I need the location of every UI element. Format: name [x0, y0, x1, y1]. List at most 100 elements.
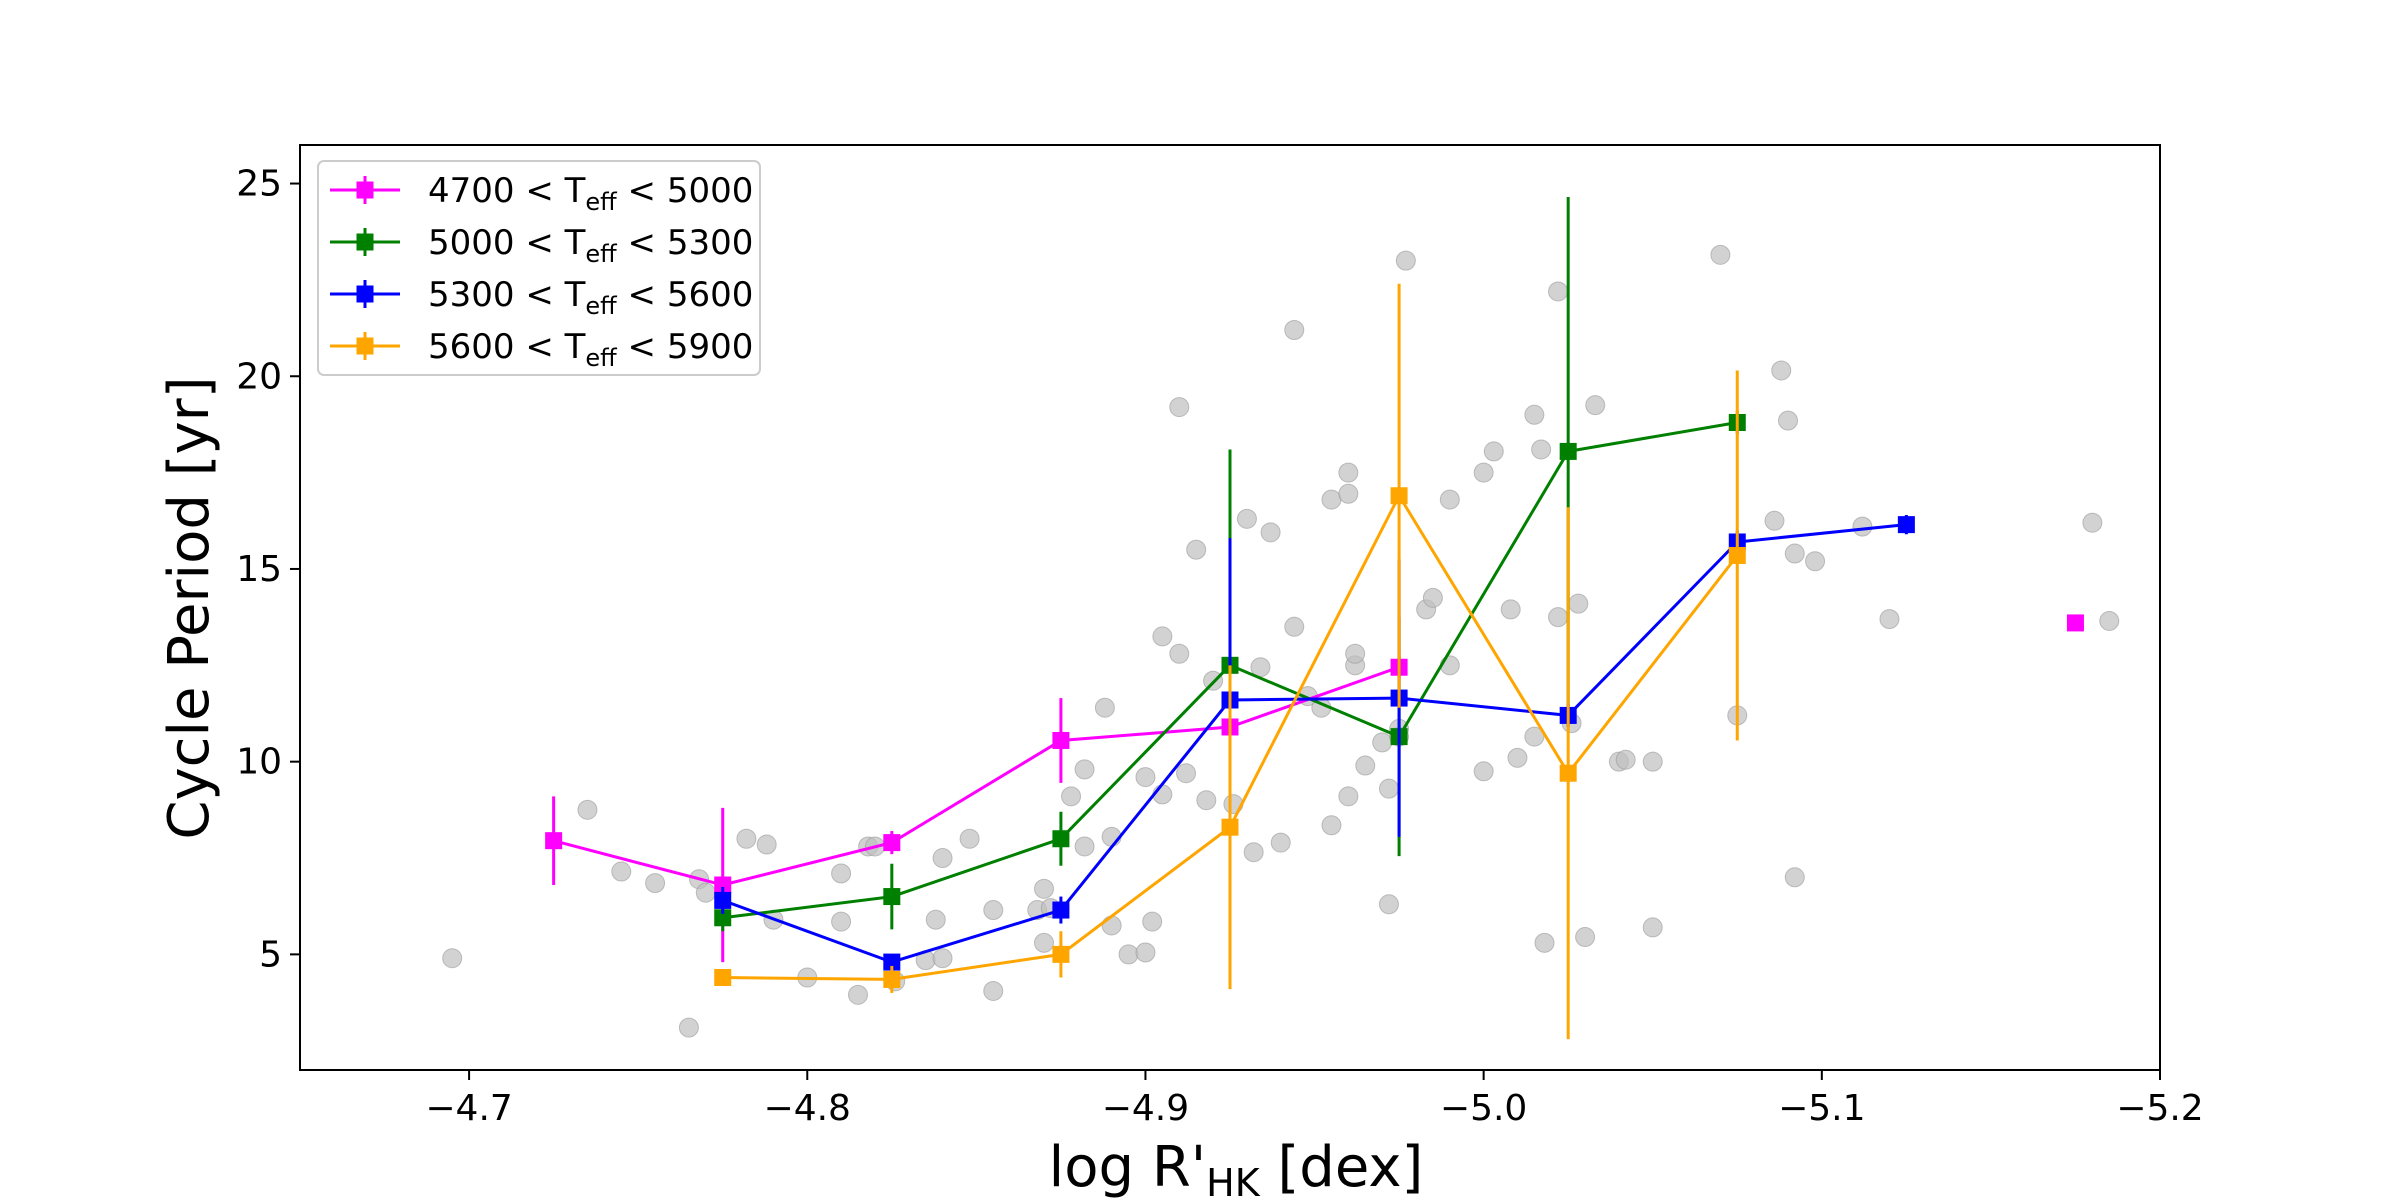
data-marker — [883, 888, 901, 906]
y-tick-label: 5 — [259, 934, 282, 975]
legend-item-1: 4700 < Teff < 5000 — [330, 171, 753, 216]
background-point — [1879, 609, 1900, 630]
data-marker — [714, 969, 732, 986]
background-point — [695, 882, 716, 903]
background-point — [1152, 626, 1173, 647]
background-point — [1548, 281, 1569, 302]
background-point — [1642, 751, 1663, 772]
background-point — [1135, 942, 1156, 963]
background-point — [1710, 244, 1731, 265]
x-tick-label: −4.9 — [1102, 1088, 1189, 1129]
background-point — [1805, 551, 1826, 572]
legend-item-2: 5000 < Teff < 5300 — [330, 223, 753, 268]
series-layer — [545, 197, 2084, 1040]
x-tick-label: −5.2 — [2116, 1088, 2203, 1129]
data-marker — [1052, 731, 1070, 749]
background-point — [1074, 759, 1095, 780]
background-point — [1321, 489, 1342, 510]
data-marker — [1052, 901, 1070, 919]
legend-marker — [356, 181, 374, 199]
background-point — [1395, 250, 1416, 271]
background-point — [1439, 489, 1460, 510]
background-point — [831, 911, 852, 932]
legend: 4700 < Teff < 5000 5000 < Teff < 5300 5300… — [317, 160, 761, 376]
background-point — [932, 848, 953, 869]
background-point — [756, 834, 777, 855]
background-point — [1473, 462, 1494, 483]
data-marker — [1728, 546, 1746, 564]
background-point — [983, 900, 1004, 921]
background-point — [1338, 786, 1359, 807]
plot-frame — [299, 144, 2161, 1071]
x-tick-label: −4.7 — [425, 1088, 512, 1129]
background-point — [1135, 767, 1156, 788]
background-point — [1355, 755, 1376, 776]
background-point — [1142, 911, 1163, 932]
background-point — [1176, 763, 1197, 784]
data-marker — [883, 953, 901, 971]
background-point — [1500, 599, 1521, 620]
legend-label: 5000 < Teff < 5300 — [428, 223, 753, 268]
background-point — [1784, 543, 1805, 564]
background-point — [1338, 483, 1359, 504]
background-point — [1615, 749, 1636, 770]
data-marker — [1052, 830, 1070, 848]
x-tick-label: −4.8 — [764, 1088, 851, 1129]
background-point — [1196, 790, 1217, 811]
legend-marker — [356, 337, 374, 355]
background-point — [1852, 516, 1873, 537]
background-point — [1034, 932, 1054, 953]
background-points — [442, 244, 2120, 1038]
y-axis: 5 10 15 20 25 — [236, 164, 300, 975]
background-point — [645, 873, 666, 894]
background-point — [1243, 842, 1264, 863]
legend-item-4: 5600 < Teff < 5900 — [330, 327, 753, 372]
background-point — [1524, 404, 1545, 425]
background-point — [1321, 815, 1342, 836]
background-point — [1548, 607, 1569, 628]
legend-marker — [356, 285, 374, 303]
legend-label: 5300 < Teff < 5600 — [428, 275, 753, 320]
background-point — [1378, 778, 1399, 799]
background-point — [611, 861, 632, 882]
background-point — [1169, 643, 1190, 664]
background-point — [1585, 395, 1606, 416]
data-marker — [1559, 442, 1577, 460]
background-point — [1284, 616, 1305, 637]
series-line — [722, 523, 1907, 964]
background-point — [2082, 512, 2103, 533]
background-point — [1473, 761, 1494, 782]
data-marker — [545, 832, 563, 850]
background-point — [848, 984, 868, 1005]
series-4 — [714, 283, 1746, 1040]
background-point — [1186, 539, 1207, 560]
legend-label: 5600 < Teff < 5900 — [428, 327, 753, 372]
data-marker — [1052, 945, 1070, 963]
data-marker — [1390, 487, 1408, 505]
background-point — [1439, 655, 1460, 676]
y-tick-label: 10 — [236, 742, 282, 783]
data-marker — [1897, 516, 1915, 534]
background-point — [1422, 587, 1443, 608]
background-point — [577, 799, 598, 820]
background-point — [932, 948, 953, 969]
background-point — [1784, 867, 1805, 888]
data-marker — [883, 834, 901, 852]
background-point — [1764, 510, 1785, 531]
legend-marker — [356, 233, 374, 251]
background-point — [831, 863, 852, 884]
background-point — [1378, 894, 1399, 915]
background-point — [925, 909, 946, 930]
background-point — [1568, 593, 1589, 614]
data-marker — [883, 970, 901, 988]
background-point — [1061, 786, 1082, 807]
data-marker — [714, 876, 732, 894]
x-tick-label: −5.0 — [1440, 1088, 1527, 1129]
x-axis: −4.7 −4.8 −4.9 −5.0 −5.1 −5.2 — [425, 1070, 2204, 1129]
background-point — [1534, 932, 1555, 953]
background-point — [678, 1017, 699, 1038]
data-marker — [714, 909, 732, 927]
background-point — [1778, 410, 1798, 431]
background-point — [1642, 917, 1663, 938]
